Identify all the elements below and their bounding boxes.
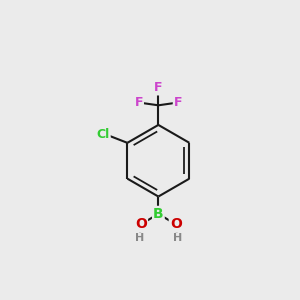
Text: H: H bbox=[173, 233, 182, 243]
Text: O: O bbox=[135, 217, 147, 231]
Text: F: F bbox=[154, 82, 163, 94]
Text: Cl: Cl bbox=[97, 128, 110, 141]
Text: F: F bbox=[134, 96, 143, 109]
Text: H: H bbox=[135, 233, 144, 243]
Text: O: O bbox=[170, 217, 182, 231]
Text: F: F bbox=[174, 96, 182, 109]
Text: B: B bbox=[153, 207, 164, 221]
